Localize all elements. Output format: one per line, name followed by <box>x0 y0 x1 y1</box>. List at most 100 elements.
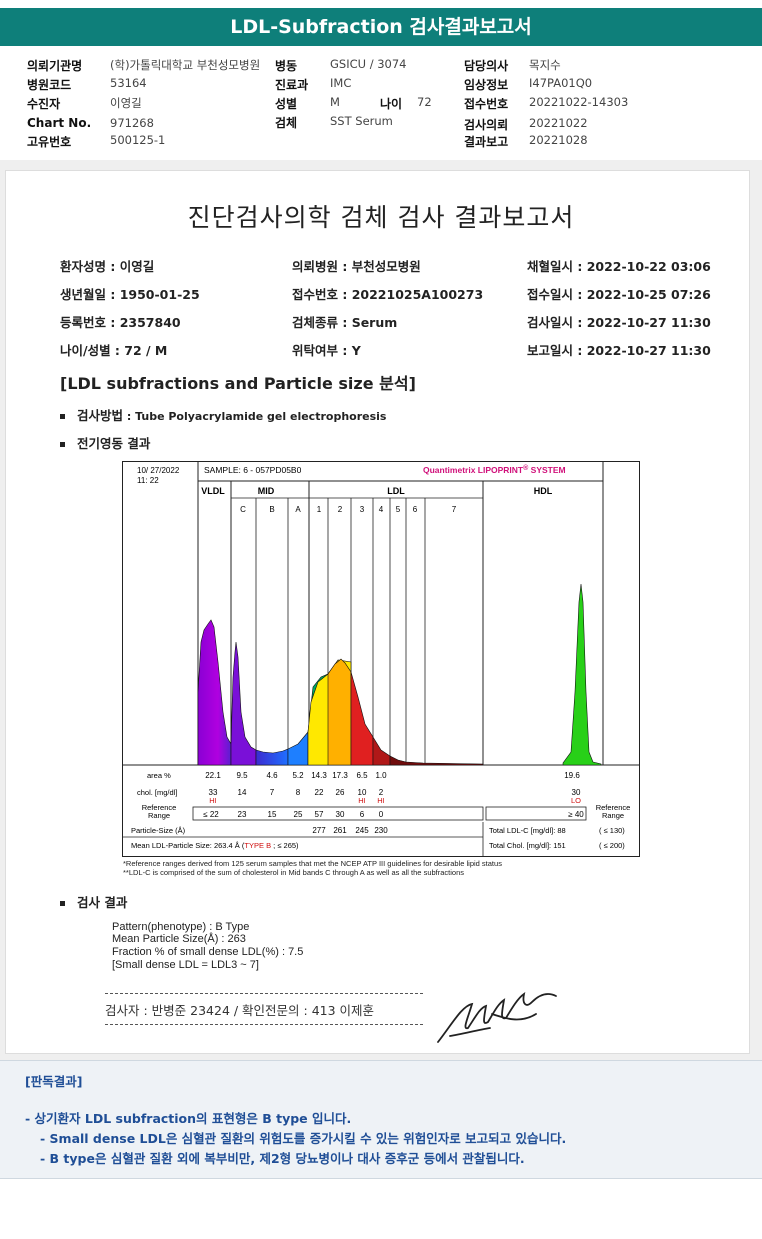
result-label: 검사 결과 <box>77 895 128 910</box>
result-small-dense: Fraction % of small dense LDL(%) : 7.5 <box>112 946 304 958</box>
ref-label-right: Range <box>602 811 624 820</box>
value-ward: GSICU / 3074 <box>330 57 407 71</box>
ref-value: 23 <box>238 810 247 819</box>
interpretation-panel <box>0 1060 762 1179</box>
label-specimen: 검체 <box>275 116 298 130</box>
area-value: 22.1 <box>205 771 221 780</box>
value-report-date: 20221028 <box>529 133 588 147</box>
info-patient-name: 환자성명 : 이영길 <box>60 259 155 274</box>
size-value: 277 <box>312 826 326 835</box>
chol-flag: LO <box>571 796 581 805</box>
chol-value: 14 <box>238 788 247 797</box>
chol-value: 8 <box>296 788 301 797</box>
label-receipt-no: 접수번호 <box>464 97 509 111</box>
info-report-time: 보고일시 : 2022-10-27 11:30 <box>527 343 711 358</box>
bullet-icon <box>60 414 65 419</box>
peak-mid-b <box>255 748 289 766</box>
band-label-b: B <box>269 505 274 514</box>
result-pattern: Pattern(phenotype) : B Type <box>112 921 250 933</box>
ref-label: Range <box>148 811 170 820</box>
peak-hdl <box>562 583 602 766</box>
label-request-date: 검사의뢰 <box>464 118 509 132</box>
method-value: : Tube Polyacrylamide gel electrophoresi… <box>123 410 387 423</box>
size-value: 261 <box>333 826 347 835</box>
info-registration-no: 등록번호 : 2357840 <box>60 315 181 330</box>
chol-value: 30 <box>572 788 581 797</box>
info-birthdate: 생년월일 : 1950-01-25 <box>60 287 200 302</box>
info-specimen-type: 검체종류 : Serum <box>292 315 398 330</box>
value-chart-no: 971268 <box>110 116 154 130</box>
peak-ldl-3 <box>327 658 352 766</box>
report-title: LDL-Subfraction 검사결과보고서 <box>230 16 532 38</box>
chol-value: 2 <box>379 788 384 797</box>
area-value: 4.6 <box>266 771 278 780</box>
label-hospital-code: 병원코드 <box>27 78 72 92</box>
label-department: 진료과 <box>275 78 309 92</box>
info-age-sex: 나이/성별 : 72 / M <box>60 343 168 358</box>
result-mean-size: Mean Particle Size(Å) : 263 <box>112 933 246 945</box>
label-chart-no: Chart No. <box>27 116 92 130</box>
signature-line: 검사자 : 반병준 23424 / 확인전문의 : 413 이제훈 <box>105 1003 375 1018</box>
ref-label-right: Reference <box>596 803 631 812</box>
chol-value: 26 <box>336 788 345 797</box>
info-collection-time: 채혈일시 : 2022-10-22 03:06 <box>527 259 711 274</box>
chart-date: 10/ 27/2022 <box>137 466 180 475</box>
peak-ldl-6-7 <box>389 755 484 766</box>
band-label-4: 4 <box>379 505 384 514</box>
value-receipt-no: 20221022-14303 <box>529 95 629 109</box>
chol-label: chol. [mg/dl] <box>137 788 177 797</box>
section-title: [LDL subfractions and Particle size 분석] <box>60 374 416 393</box>
electro-label: 전기영동 결과 <box>77 436 151 451</box>
band-label-6: 6 <box>413 505 418 514</box>
interpretation-line-3: - B type은 심혈관 질환 외에 복부비만, 제2형 당뇨병이나 대사 증… <box>40 1151 525 1166</box>
band-label-2: 2 <box>338 505 343 514</box>
size-label: Particle-Size (Å) <box>131 826 186 835</box>
area-value: 1.0 <box>375 771 387 780</box>
label-patient: 수진자 <box>27 97 61 111</box>
ref-value: 25 <box>294 810 303 819</box>
chol-flag: HI <box>209 796 217 805</box>
area-value: 9.5 <box>236 771 248 780</box>
label-clinical-info: 임상정보 <box>464 78 509 92</box>
paper-title: 진단검사의학 검체 검사 결과보고서 <box>187 203 575 232</box>
chart-time: 11: 22 <box>137 476 159 485</box>
value-physician: 목지수 <box>529 58 561 72</box>
chol-flag: HI <box>358 796 366 805</box>
ref-value: ≤ 22 <box>203 810 219 819</box>
group-label-hdl: HDL <box>534 486 553 496</box>
value-age: 72 <box>417 95 432 109</box>
value-hospital-code: 53164 <box>110 76 147 90</box>
area-label: area % <box>147 771 171 780</box>
label-age: 나이 <box>380 97 403 111</box>
value-clinical-info: I47PA01Q0 <box>529 76 593 90</box>
interpretation-line-1: - 상기환자 LDL subfraction의 표현형은 B type 입니다. <box>25 1111 352 1126</box>
handwritten-signature <box>437 992 557 1043</box>
footnote-2: **LDL-C is comprised of the sum of chole… <box>123 868 465 877</box>
ref-label: Reference <box>142 803 177 812</box>
peak-mid-a <box>287 731 309 766</box>
value-specimen: SST Serum <box>330 114 393 128</box>
peak-mid-c <box>230 641 257 766</box>
method-label: 검사방법 <box>77 408 124 423</box>
lipoprint-chart: 10/ 27/2022 11: 22 SAMPLE: 6 - 057PD05B0… <box>122 461 640 857</box>
electro-line: 전기영동 결과 <box>60 433 150 452</box>
info-receipt-no: 접수번호 : 20221025A100273 <box>292 287 484 302</box>
area-value: 6.5 <box>356 771 368 780</box>
area-value: 14.3 <box>311 771 327 780</box>
ref-value: 57 <box>315 810 324 819</box>
value-department: IMC <box>330 76 352 90</box>
size-value: 230 <box>374 826 388 835</box>
ref-value: 30 <box>336 810 345 819</box>
chart-sample: SAMPLE: 6 - 057PD05B0 <box>204 465 302 475</box>
total-ldl-ref: ( ≤ 130) <box>599 826 625 835</box>
ref-value: 0 <box>379 810 384 819</box>
band-label-7: 7 <box>452 505 457 514</box>
info-consignment: 위탁여부 : Y <box>292 343 361 358</box>
label-report-date: 결과보고 <box>464 135 509 149</box>
label-institution: 의뢰기관명 <box>27 59 83 73</box>
interpretation-line-2: - Small dense LDL은 심혈관 질환의 위험도를 증가시킬 수 있… <box>40 1131 567 1146</box>
total-chol: Total Chol. [mg/dl]: 151 <box>489 841 566 850</box>
value-patient: 이영길 <box>110 96 142 110</box>
info-test-time: 검사일시 : 2022-10-27 11:30 <box>527 315 711 330</box>
order-info-block <box>0 52 762 164</box>
